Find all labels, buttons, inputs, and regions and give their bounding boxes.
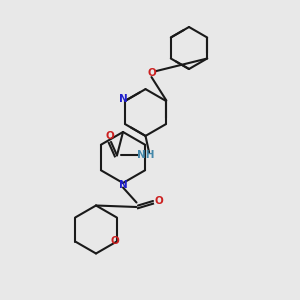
Text: O: O: [154, 196, 164, 206]
Text: N: N: [118, 179, 127, 190]
Text: O: O: [147, 68, 156, 79]
Text: NH: NH: [137, 150, 154, 161]
Text: O: O: [105, 131, 114, 141]
Text: N: N: [119, 94, 128, 104]
Text: O: O: [111, 236, 120, 247]
